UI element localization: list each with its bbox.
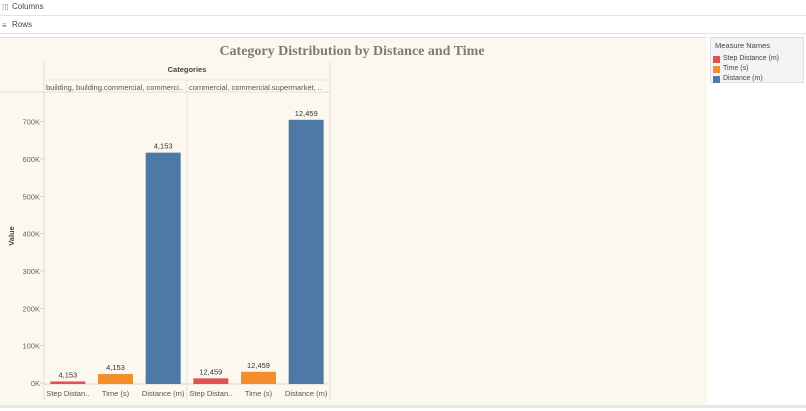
pill-measure-values[interactable]: Measure Values <box>76 19 161 31</box>
bar <box>288 119 324 385</box>
legend: Measure Names Step Distance (m) Time (s)… <box>710 37 804 83</box>
chart-title: Category Distribution by Distance and Ti… <box>219 44 484 59</box>
columns-shelf: ⁞⁞⁞ Columns Categories Measure Names ≡ <box>0 0 806 16</box>
x-tick-label: Time (s) <box>245 389 273 398</box>
bar-chart: Category Distribution by Distance and Ti… <box>0 44 485 400</box>
y-tick-label: 700K <box>22 118 40 127</box>
columns-shelf-label: Columns <box>12 2 44 11</box>
rows-shelf-label: Rows <box>12 20 33 29</box>
scrollbar-track[interactable] <box>0 405 806 408</box>
panel-header: commercial, commercial.supermarket, .. <box>189 83 322 92</box>
pill-categories[interactable]: Categories <box>76 1 161 13</box>
data-label: 4,153 <box>154 142 173 151</box>
legend-swatch <box>713 56 720 63</box>
pill-measure-values-label: Measure Values <box>83 20 141 29</box>
y-tick-label: 0K <box>31 379 40 388</box>
y-tick-label: 200K <box>22 304 40 313</box>
bar <box>241 371 276 384</box>
legend-label: Time (s) <box>723 65 749 72</box>
legend-title: Measure Names <box>715 41 771 50</box>
data-label: 4,153 <box>58 370 77 379</box>
bar <box>145 152 181 384</box>
data-label: 4,153 <box>106 363 125 372</box>
bar <box>98 374 133 384</box>
data-label: 12,459 <box>199 367 222 376</box>
pill-measure-names-label: Measure Names <box>170 2 229 11</box>
x-tick-label: Distance (m) <box>285 389 328 398</box>
y-tick-label: 400K <box>22 230 40 239</box>
rows-icon: ≡ <box>2 21 7 30</box>
pill-categories-label: Categories <box>83 2 122 11</box>
y-tick-label: 100K <box>22 342 40 351</box>
data-label: 12,459 <box>295 109 318 118</box>
bar <box>193 378 229 384</box>
x-tick-label: Time (s) <box>102 389 130 398</box>
columns-icon: ⁞⁞⁞ <box>2 3 9 12</box>
x-tick-label: Step Distan.. <box>46 389 89 398</box>
pill-measure-names[interactable]: Measure Names ≡ <box>163 1 247 13</box>
x-tick-label: Step Distan.. <box>189 389 232 398</box>
y-tick-label: 600K <box>22 155 40 164</box>
panel-header: building, building.commercial, commerci.… <box>46 83 183 92</box>
data-label: 12,459 <box>247 361 270 370</box>
bar <box>50 381 86 384</box>
sort-icon: ≡ <box>237 3 242 10</box>
legend-label: Distance (m) <box>723 75 763 82</box>
legend-swatch <box>713 66 720 73</box>
column-header: Categories <box>168 65 207 74</box>
y-tick-label: 500K <box>22 192 40 201</box>
legend-label: Step Distance (m) <box>723 55 780 62</box>
rows-shelf: ≡ Rows Measure Values <box>0 18 806 34</box>
y-tick-label: 300K <box>22 267 40 276</box>
x-tick-label: Distance (m) <box>142 389 185 398</box>
legend-swatch <box>713 76 720 83</box>
viz-area: Category Distribution by Distance and Ti… <box>0 37 707 405</box>
y-axis-label: Value <box>7 226 16 246</box>
